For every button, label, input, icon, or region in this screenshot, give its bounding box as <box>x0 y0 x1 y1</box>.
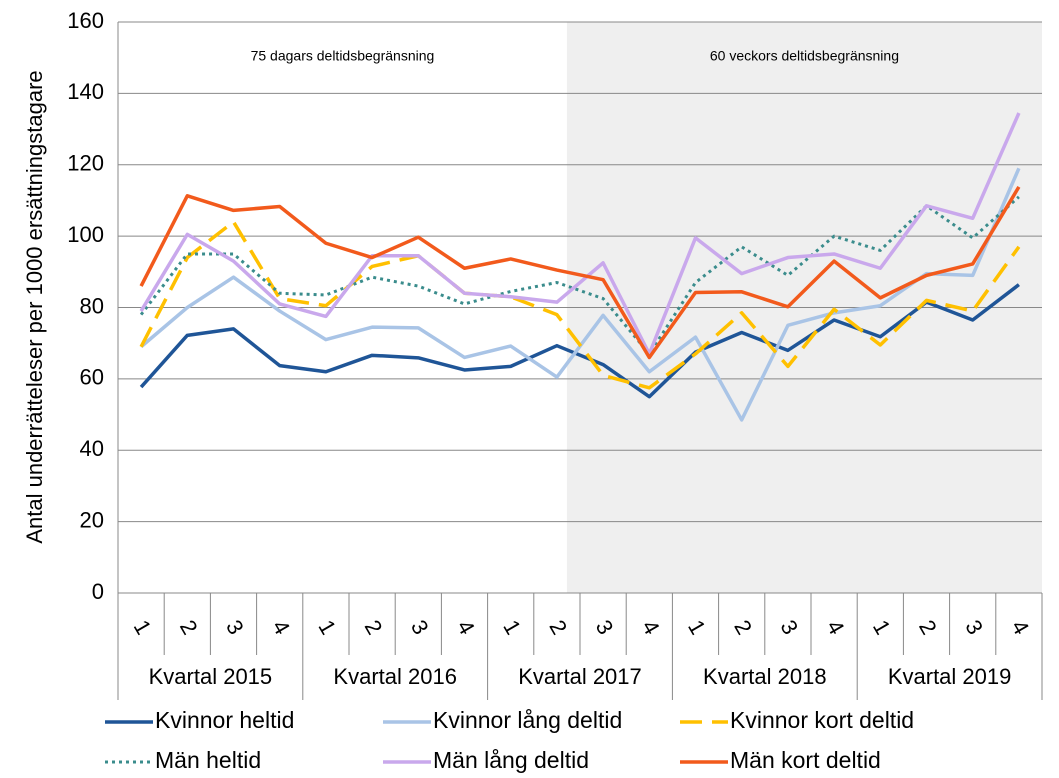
x-tick-label: 4 <box>267 616 295 639</box>
y-tick-label: 20 <box>80 507 104 532</box>
legend-label: Män heltid <box>155 747 261 773</box>
x-tick-label: 2 <box>175 616 203 639</box>
x-tick-label: 1 <box>498 616 526 639</box>
legend-label: Kvinnor lång deltid <box>433 707 622 733</box>
legend-label: Män kort deltid <box>730 747 881 773</box>
x-tick-label: 3 <box>960 616 988 639</box>
group-label: Kvartal 2016 <box>333 664 457 689</box>
x-tick-label: 1 <box>868 616 896 639</box>
x-tick-label: 1 <box>129 616 157 639</box>
series-line <box>139 112 1021 356</box>
y-tick-label: 40 <box>80 436 104 461</box>
series-line <box>139 185 1021 360</box>
legend-label: Män lång deltid <box>433 747 589 773</box>
x-tick-label: 1 <box>313 616 341 639</box>
x-tick-label: 3 <box>591 616 619 639</box>
x-tick-label: 2 <box>914 616 942 639</box>
x-tick-label: 3 <box>406 616 434 639</box>
series-line <box>139 220 1021 390</box>
series-line <box>139 283 1020 399</box>
x-tick-label: 4 <box>637 616 665 639</box>
y-tick-label: 120 <box>67 151 104 176</box>
x-tick-label: 4 <box>822 616 850 639</box>
x-tick-label: 2 <box>729 616 757 639</box>
x-tick-label: 3 <box>775 616 803 639</box>
group-label: Kvartal 2019 <box>888 664 1012 689</box>
y-tick-label: 140 <box>67 79 104 104</box>
group-label: Kvartal 2017 <box>518 664 642 689</box>
annotation: 60 veckors deltidsbegränsning <box>710 48 899 64</box>
y-tick-label: 80 <box>80 293 104 318</box>
group-label: Kvartal 2015 <box>149 664 273 689</box>
group-label: Kvartal 2018 <box>703 664 827 689</box>
legend-label: Kvinnor kort deltid <box>730 707 914 733</box>
x-tick-label: 2 <box>360 616 388 639</box>
y-tick-label: 160 <box>67 8 104 33</box>
y-axis-label: Antal underrätteleser per 1000 ersättnin… <box>22 70 47 543</box>
legend-label: Kvinnor heltid <box>155 707 294 733</box>
x-tick-label: 4 <box>1006 616 1034 639</box>
annotation: 75 dagars deltidsbegränsning <box>251 48 435 64</box>
x-tick-label: 4 <box>452 616 480 639</box>
y-tick-label: 60 <box>80 365 104 390</box>
x-tick-label: 2 <box>544 616 572 639</box>
y-tick-label: 100 <box>67 222 104 247</box>
series-line <box>139 195 1020 356</box>
y-tick-label: 0 <box>92 579 104 604</box>
x-tick-label: 1 <box>683 616 711 639</box>
x-tick-label: 3 <box>221 616 249 639</box>
